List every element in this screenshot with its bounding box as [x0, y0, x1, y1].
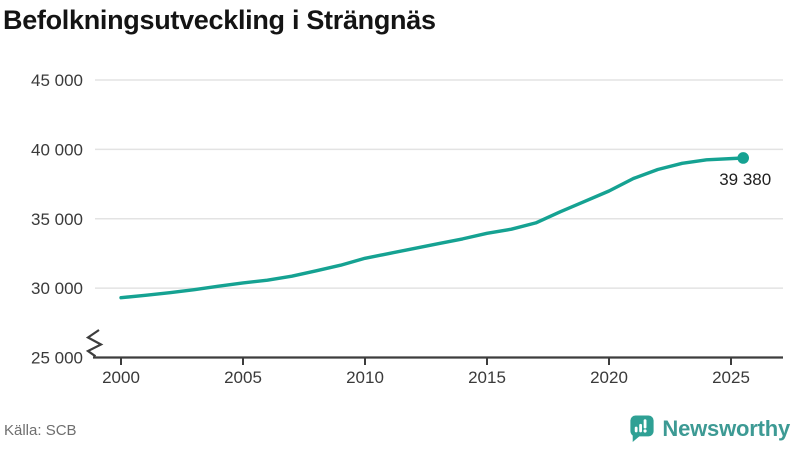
x-tick-label: 2025: [712, 368, 750, 387]
x-tick-label: 2015: [468, 368, 506, 387]
y-tick-label: 25 000: [31, 349, 83, 368]
newsworthy-wordmark: Newsworthy: [662, 415, 790, 441]
chart-title: Befolkningsutveckling i Strängnäs: [3, 5, 436, 35]
x-tick-label: 2005: [224, 368, 262, 387]
y-tick-label: 35 000: [31, 210, 83, 229]
end-point-label: 39 380: [719, 170, 771, 189]
y-tick-label: 45 000: [31, 71, 83, 90]
axis-break-icon: [85, 329, 104, 358]
newsworthy-logo[interactable]: Newsworthy: [629, 414, 790, 443]
y-tick-label: 30 000: [31, 279, 83, 298]
x-tick-label: 2000: [102, 368, 140, 387]
end-point-marker: [737, 152, 749, 164]
x-tick-label: 2020: [590, 368, 628, 387]
newsworthy-icon: [630, 415, 655, 442]
series-line: [119, 156, 745, 300]
source-note: Källa: SCB: [4, 422, 77, 439]
y-tick-label: 40 000: [31, 140, 83, 159]
x-tick-label: 2010: [346, 368, 384, 387]
